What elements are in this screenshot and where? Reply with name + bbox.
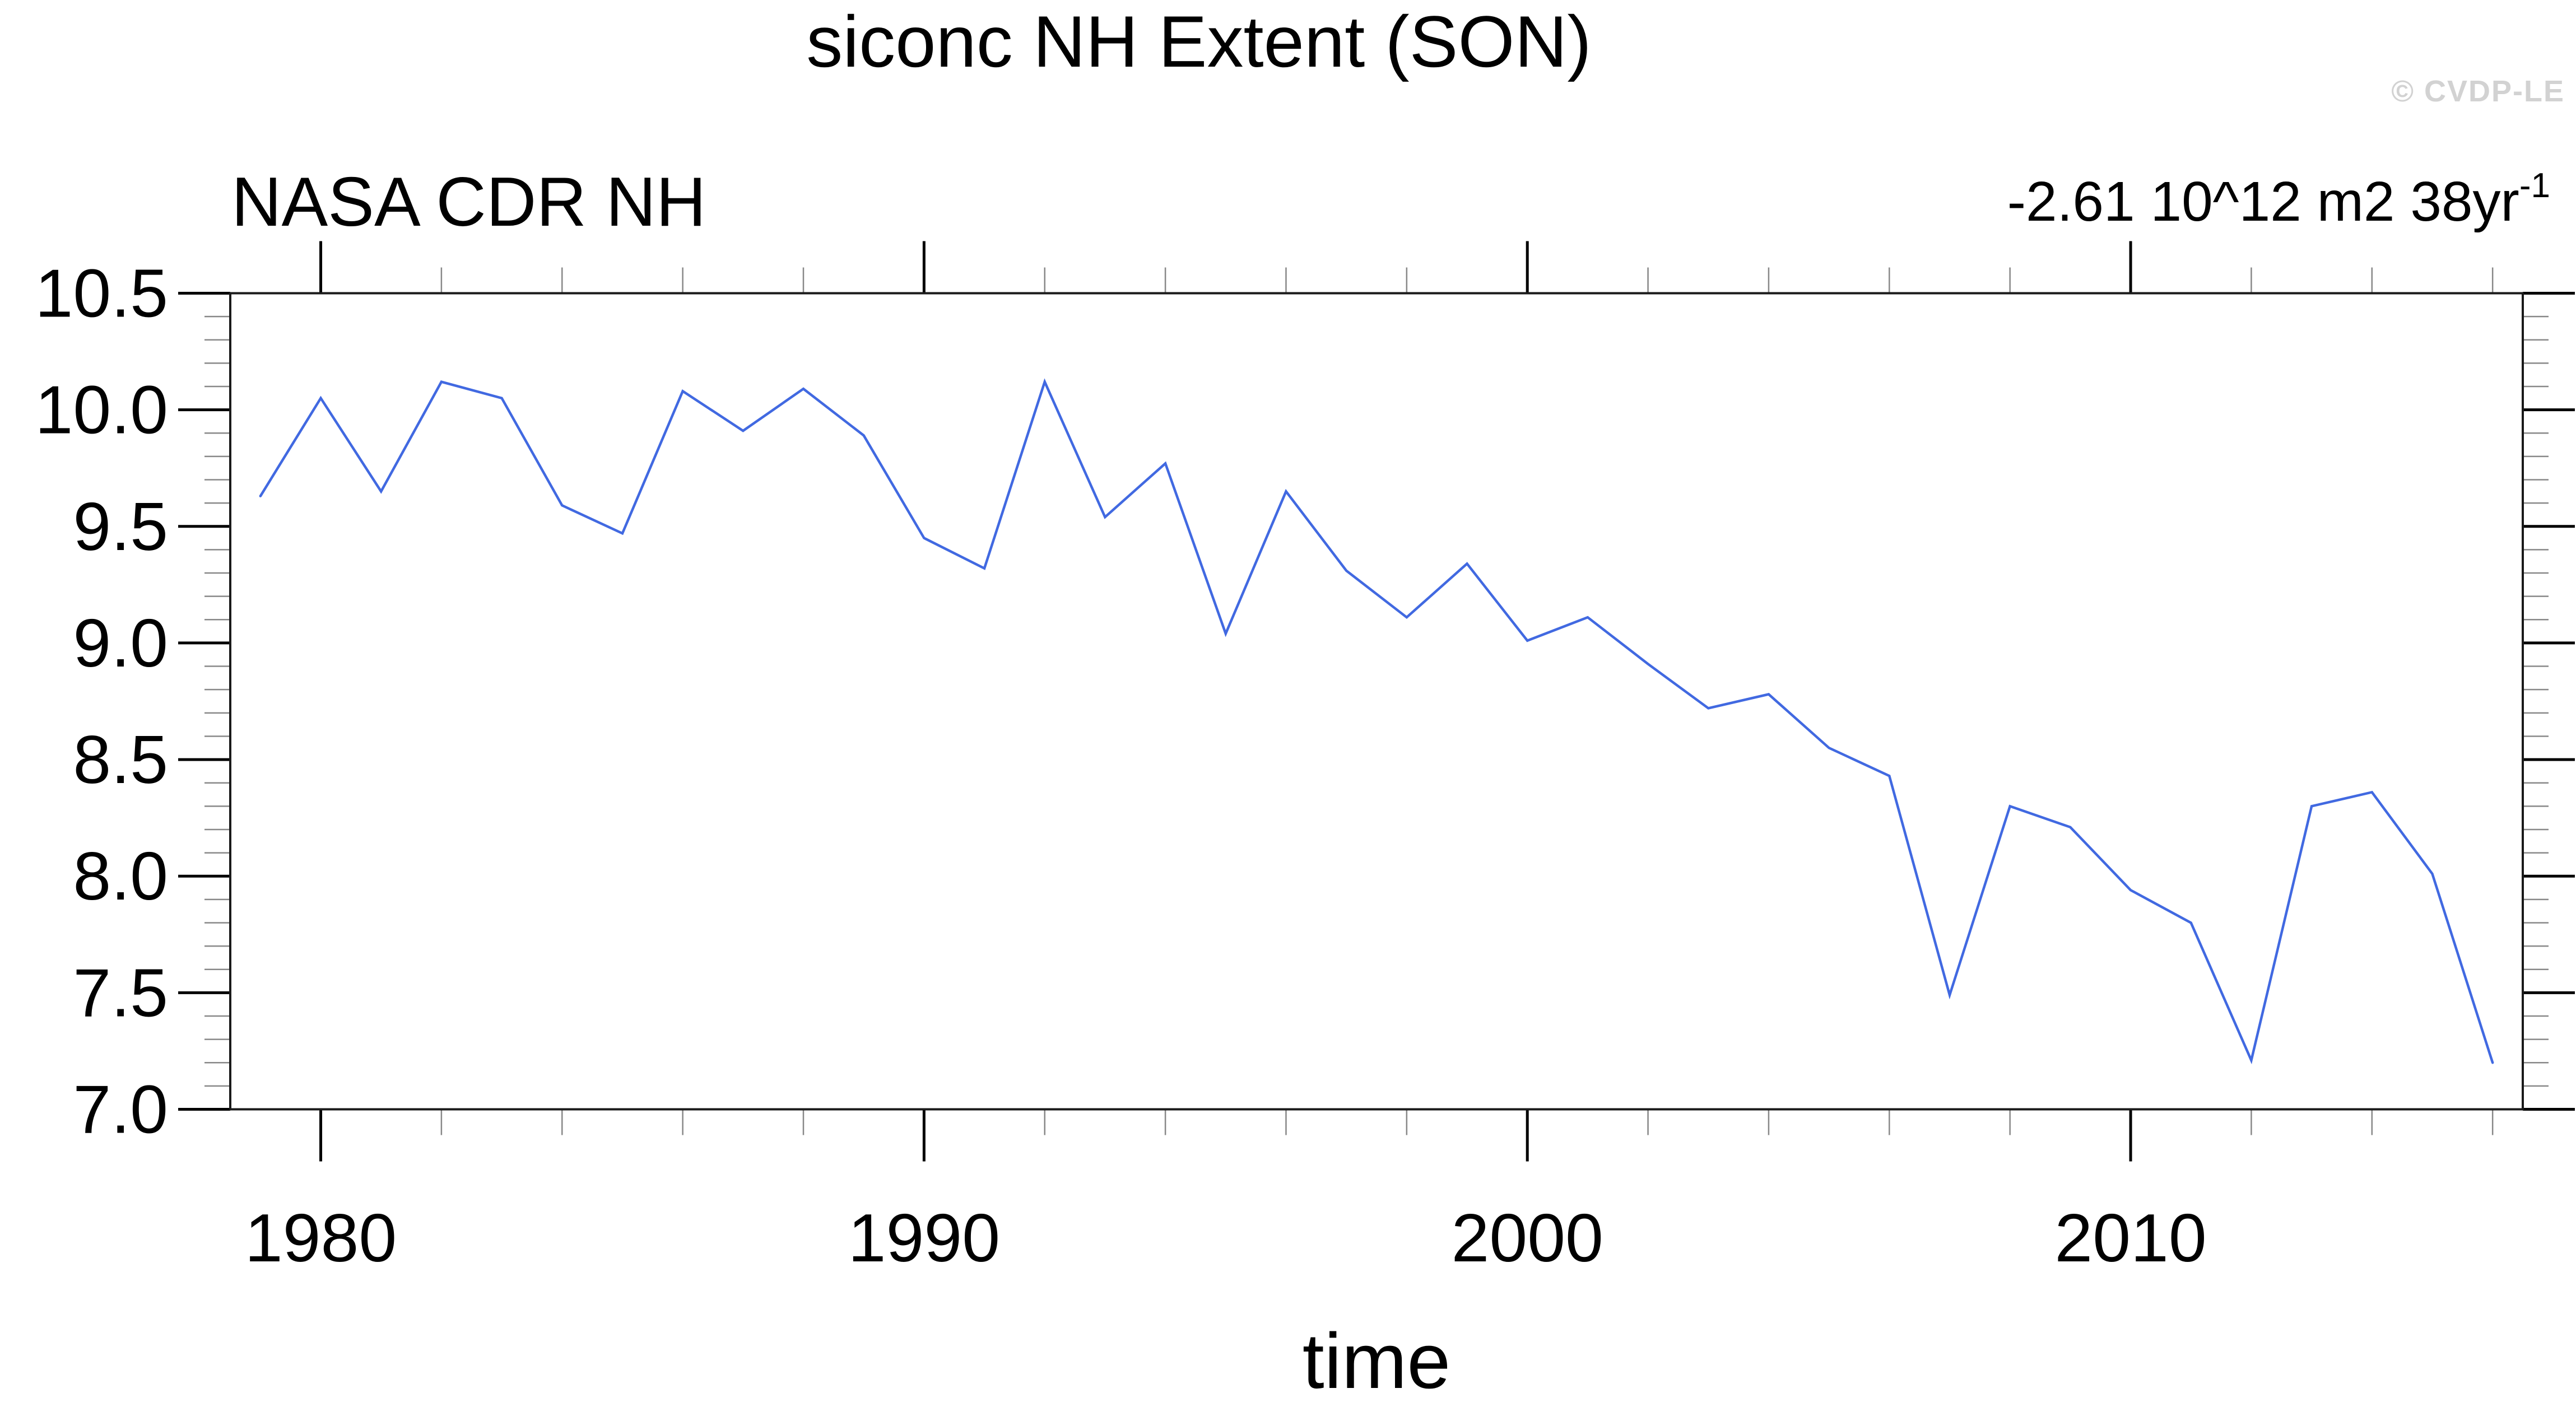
- y-tick-label: 7.0: [73, 1071, 168, 1148]
- y-tick-label: 10.5: [35, 255, 168, 332]
- dataset-subtitle: NASA CDR NH: [231, 164, 706, 241]
- trend-annotation: -2.61 10^12 m2 38yr-1: [2007, 167, 2550, 233]
- y-tick-label: 7.5: [73, 954, 168, 1031]
- x-tick-label: 2010: [2054, 1200, 2206, 1276]
- y-tick-label: 9.0: [73, 605, 168, 681]
- x-tick-label: 1990: [848, 1200, 1000, 1276]
- extent-line-nasa-cdr-nh: [259, 378, 2494, 1065]
- y-tick-label: 10.0: [35, 372, 168, 448]
- x-axis-title: time: [1302, 1317, 1451, 1405]
- trend-annotation-text: -2.61 10^12 m2 38yr: [2007, 170, 2519, 233]
- cvdp-watermark: © CVDP-LE: [2391, 74, 2565, 108]
- x-tick-label: 2000: [1452, 1200, 1603, 1276]
- y-tick-label: 8.0: [73, 838, 168, 914]
- y-tick-label: 9.5: [73, 488, 168, 565]
- chart-title: siconc NH Extent (SON): [806, 1, 1592, 82]
- y-tick-label: 8.5: [73, 721, 168, 798]
- x-tick-label: 1980: [245, 1200, 397, 1276]
- trend-annotation-exponent: -1: [2519, 166, 2550, 205]
- plot-frame: [229, 292, 2524, 1111]
